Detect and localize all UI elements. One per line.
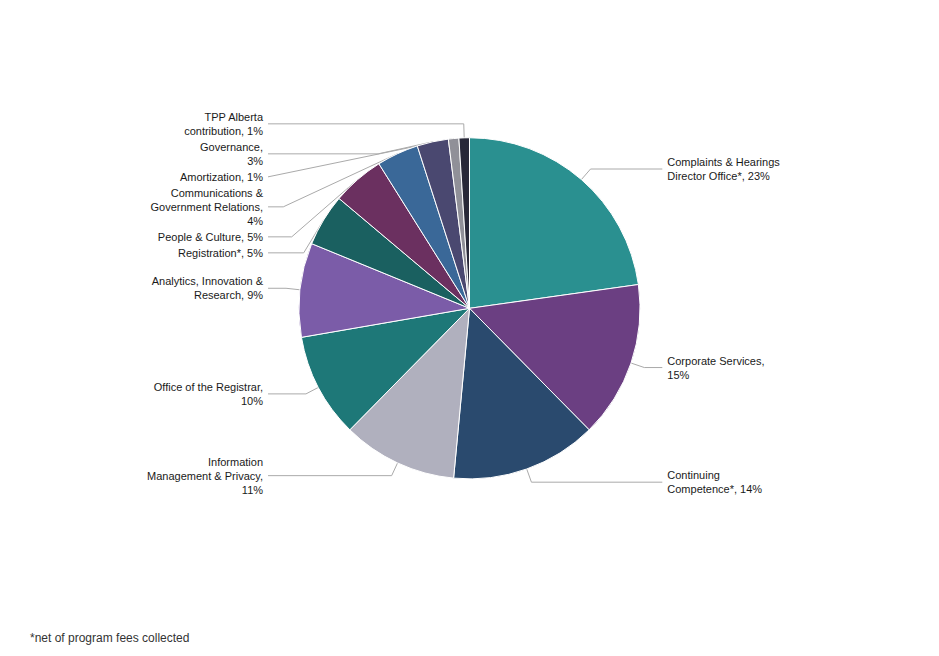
svg-text:Registration*, 5%: Registration*, 5% <box>178 247 263 259</box>
svg-text:Management & Privacy,: Management & Privacy, <box>147 470 263 482</box>
svg-text:3%: 3% <box>247 155 263 167</box>
svg-text:Office of the Registrar,: Office of the Registrar, <box>154 381 263 393</box>
svg-text:TPP Alberta: TPP Alberta <box>205 111 264 123</box>
svg-text:Competence*, 14%: Competence*, 14% <box>667 483 762 495</box>
svg-text:Information: Information <box>208 456 263 468</box>
svg-text:Corporate Services,: Corporate Services, <box>667 355 764 367</box>
svg-text:11%: 11% <box>242 484 263 496</box>
svg-text:contribution, 1%: contribution, 1% <box>184 125 263 137</box>
svg-text:Government Relations,: Government Relations, <box>151 201 264 213</box>
svg-text:4%: 4% <box>247 215 263 227</box>
svg-text:Director Office*, 23%: Director Office*, 23% <box>667 170 770 182</box>
svg-text:10%: 10% <box>241 395 263 407</box>
svg-text:15%: 15% <box>667 369 689 381</box>
svg-text:Analytics, Innovation &: Analytics, Innovation & <box>152 275 264 287</box>
svg-text:Research, 9%: Research, 9% <box>194 289 263 301</box>
svg-text:People & Culture, 5%: People & Culture, 5% <box>158 231 263 243</box>
svg-text:Governance,: Governance, <box>200 141 263 153</box>
svg-text:Communications &: Communications & <box>171 187 264 199</box>
svg-text:Continuing: Continuing <box>667 469 720 481</box>
svg-text:*net of program fees collected: *net of program fees collected <box>30 631 189 645</box>
svg-text:Complaints & Hearings: Complaints & Hearings <box>667 156 780 168</box>
svg-text:Amortization, 1%: Amortization, 1% <box>180 171 263 183</box>
